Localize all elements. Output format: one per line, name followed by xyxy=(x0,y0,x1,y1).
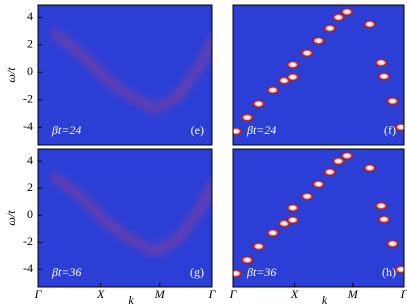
plot-area xyxy=(233,150,404,279)
spectral-peak xyxy=(233,268,244,279)
panel-frame xyxy=(232,148,405,288)
spectral-peak xyxy=(310,179,327,190)
spectral-band xyxy=(50,29,212,114)
spectral-peak xyxy=(376,214,393,225)
y-tick-label: -4 xyxy=(23,261,33,275)
spectral-peak xyxy=(361,19,378,30)
panel-frame xyxy=(37,148,213,288)
spectral-peak xyxy=(239,112,256,123)
spectral-peak xyxy=(321,23,338,34)
annotation: βt=36 xyxy=(246,265,276,279)
plot-area xyxy=(233,6,404,137)
spectral-peak xyxy=(299,48,316,59)
spectral-peak xyxy=(233,126,244,137)
x-axis-label: k xyxy=(128,293,134,307)
y-axis-label: ω/t xyxy=(4,210,18,226)
plot-area xyxy=(50,29,212,114)
annotation: βt=24 xyxy=(51,123,81,137)
annotation: βt=36 xyxy=(51,265,81,279)
spectral-peak xyxy=(321,167,338,177)
spectral-peak xyxy=(284,215,301,226)
spectral-peak xyxy=(376,71,393,82)
y-tick-label: 0 xyxy=(27,207,33,221)
panel-label: (h) xyxy=(382,265,396,279)
panel-background xyxy=(38,149,212,287)
panel-label: (f) xyxy=(384,123,396,137)
spectral-peak xyxy=(384,238,401,249)
x-tick-label: X xyxy=(96,287,105,301)
x-tick-label: Γ xyxy=(208,287,217,301)
spectral-peak xyxy=(250,241,267,252)
spectral-peak xyxy=(361,162,378,173)
x-axis-label: k xyxy=(322,293,328,307)
panel-label: (e) xyxy=(191,123,204,137)
panel-label: (g) xyxy=(190,265,204,279)
spectral-peak xyxy=(310,35,327,46)
x-tick-label: Γ xyxy=(229,287,238,301)
spectral-band xyxy=(50,172,212,257)
y-tick-label: -4 xyxy=(23,119,33,133)
spectral-peak xyxy=(284,202,301,213)
y-tick-label: 2 xyxy=(27,37,33,51)
x-tick-label: M xyxy=(154,287,166,301)
spectral-peak xyxy=(393,122,404,133)
y-axis-label: ω/t xyxy=(4,67,18,83)
spectral-peak xyxy=(373,200,390,211)
spectral-peak xyxy=(393,264,404,275)
spectral-peak xyxy=(339,150,355,161)
panel-background xyxy=(233,5,404,145)
annotation: βt=24 xyxy=(246,123,276,137)
spectral-peak xyxy=(339,6,355,17)
y-tick-label: 0 xyxy=(27,64,33,78)
panel-frame xyxy=(232,4,405,146)
x-tick-label: X xyxy=(290,287,299,301)
spectral-peak xyxy=(264,85,281,96)
x-tick-label: Γ xyxy=(34,287,43,301)
x-tick-label: M xyxy=(347,287,359,301)
panel-background xyxy=(38,5,212,145)
plot-area xyxy=(50,172,212,257)
y-tick-label: 4 xyxy=(27,9,33,23)
y-tick-label: -2 xyxy=(23,234,33,248)
spectral-peak xyxy=(299,191,316,202)
panel-frame xyxy=(37,4,213,146)
y-tick-label: -2 xyxy=(23,91,33,105)
x-tick-label: Γ xyxy=(400,287,407,301)
spectral-peak xyxy=(239,254,256,265)
spectral-peak xyxy=(284,59,301,70)
spectral-peak xyxy=(373,57,390,68)
spectral-peak xyxy=(284,72,301,83)
panel-background xyxy=(233,149,404,287)
y-tick-label: 2 xyxy=(27,180,33,194)
spectral-peak xyxy=(250,98,267,109)
spectral-peak xyxy=(384,96,401,107)
y-tick-label: 4 xyxy=(27,153,33,167)
spectral-peak xyxy=(264,227,281,238)
